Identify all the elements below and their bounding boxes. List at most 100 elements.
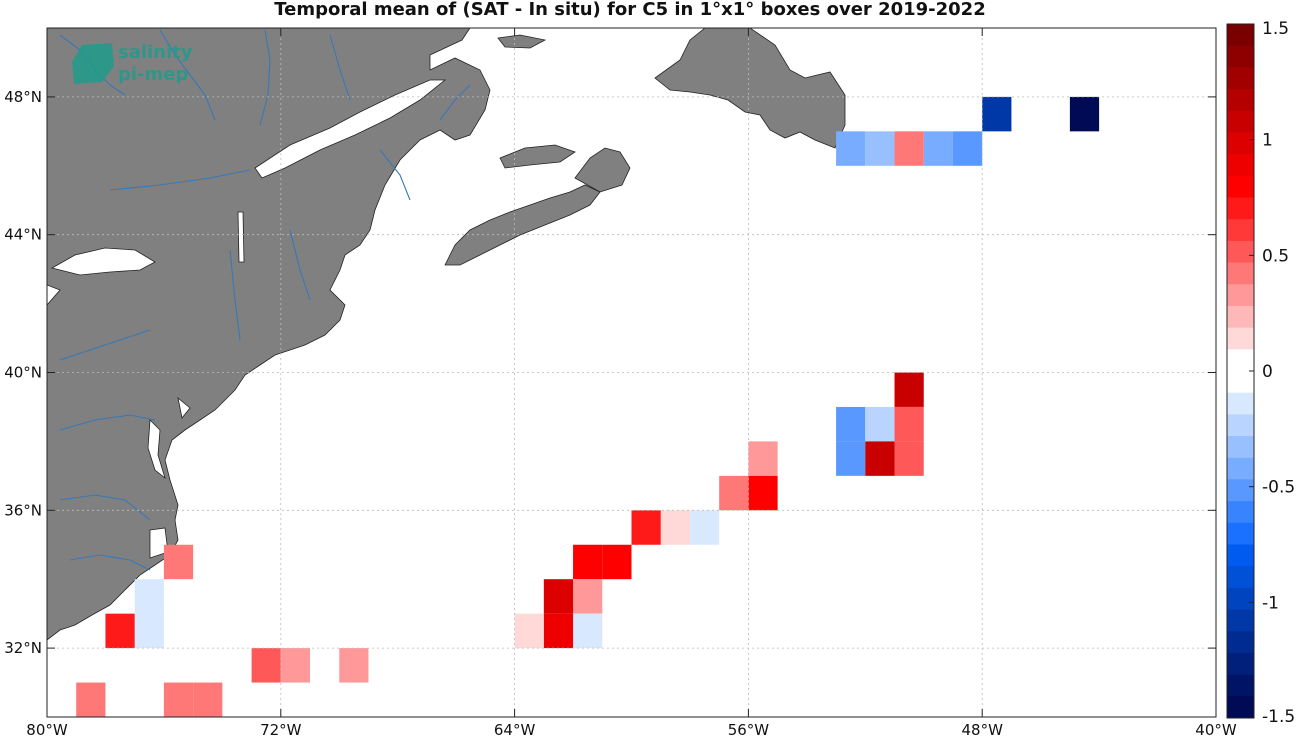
colorbar-segment [1227, 479, 1254, 502]
data-box [748, 475, 778, 511]
land-newfoundland [654, 28, 846, 149]
data-box [689, 510, 720, 545]
data-box [836, 441, 866, 476]
colorbar-tick-label: -0.5 [1262, 478, 1295, 498]
data-box [660, 510, 690, 545]
data-box [865, 406, 895, 442]
logo-shape-icon [72, 43, 114, 84]
data-box [514, 613, 544, 649]
data-box [894, 131, 924, 166]
colorbar-segment [1227, 392, 1254, 415]
data-box [543, 579, 574, 614]
colorbar-segment [1227, 197, 1254, 220]
data-box [251, 648, 281, 683]
map-panel [47, 28, 1216, 717]
x-tick-label: 72°W [260, 721, 302, 739]
data-box [280, 648, 311, 683]
colorbar-segment [1227, 305, 1254, 329]
colorbar-segment [1227, 284, 1254, 307]
colorbar [1226, 23, 1255, 719]
data-box [1069, 96, 1100, 132]
y-tick-label: 48°N [4, 88, 42, 106]
colorbar-segment [1227, 240, 1254, 264]
data-box [865, 441, 895, 476]
data-box [894, 406, 924, 442]
data-box [982, 96, 1012, 132]
colorbar-segment [1227, 110, 1254, 133]
colorbar-segment [1227, 566, 1254, 589]
data-box [602, 544, 632, 580]
colorbar-segment [1227, 371, 1254, 394]
rivers [59, 29, 471, 571]
data-box [631, 510, 661, 545]
colorbar-segment [1227, 501, 1254, 524]
colorbar-segment [1227, 132, 1254, 155]
data-box [339, 648, 369, 683]
y-tick-label: 40°N [4, 364, 42, 382]
y-axis: 32°N 36°N 40°N 44°N 48°N [4, 88, 1216, 657]
salinity-pi-mep-logo: salinity pi-mep [72, 42, 193, 85]
colorbar-tick-label: -1.5 [1262, 707, 1295, 727]
colorbar-segment [1227, 89, 1254, 112]
land-cape-breton [574, 147, 631, 193]
data-box [163, 544, 194, 580]
data-box [573, 544, 603, 580]
x-tick-label: 80°W [26, 721, 68, 739]
land-mainland [47, 28, 491, 641]
data-box [105, 613, 135, 649]
data-box [836, 406, 866, 442]
data-box [952, 131, 983, 166]
colorbar-segment [1227, 609, 1254, 632]
logo-text-line2: pi-mep [118, 64, 188, 85]
colorbar-ticks: 1.5 1 0.5 0 -0.5 -1 -1.5 [1249, 19, 1295, 727]
data-boxes [76, 96, 1100, 717]
lake-champlain [237, 211, 245, 263]
colorbar-segment [1227, 631, 1254, 654]
x-tick-label: 64°W [494, 721, 536, 739]
colorbar-segment [1227, 262, 1254, 285]
land-layer [47, 28, 846, 641]
colorbar-segment [1227, 696, 1254, 719]
data-box [923, 131, 953, 166]
chart-title: Temporal mean of (SAT - In situ) for C5 … [274, 0, 985, 20]
st-lawrence-estuary [254, 79, 447, 179]
land-nova-scotia [444, 184, 601, 266]
data-box [573, 579, 603, 614]
colorbar-segment [1227, 45, 1254, 68]
lake-erie [47, 284, 61, 306]
colorbar-segment [1227, 457, 1254, 480]
colorbar-segment [1227, 327, 1254, 350]
colorbar-tick-label: 1.5 [1262, 19, 1289, 39]
land-pei [499, 144, 576, 169]
x-tick-label: 56°W [728, 721, 770, 739]
data-box [134, 613, 164, 649]
colorbar-segment [1227, 436, 1254, 459]
y-tick-label: 44°N [4, 226, 42, 244]
colorbar-segment [1227, 414, 1254, 437]
colorbar-segment [1227, 154, 1254, 177]
colorbar-segment [1227, 67, 1254, 90]
colorbar-segment [1227, 544, 1254, 567]
colorbar-tick-label: -1 [1262, 593, 1279, 613]
data-box [134, 579, 164, 614]
data-box [836, 131, 866, 166]
lake-ontario [50, 247, 156, 276]
data-box [573, 613, 603, 649]
colorbar-segment [1227, 349, 1254, 372]
data-box [894, 441, 924, 476]
colorbar-segment [1227, 674, 1254, 697]
colorbar-segment [1227, 522, 1254, 545]
colorbar-tick-label: 0 [1262, 362, 1273, 382]
x-tick-label: 40°W [1195, 721, 1237, 739]
land-anticosti [497, 34, 547, 49]
colorbar-segment [1227, 587, 1254, 611]
logo-text-line1: salinity [118, 42, 193, 63]
x-axis: 80°W 72°W 64°W 56°W 48°W 40°W [26, 28, 1237, 739]
chesapeake-bay [147, 419, 166, 480]
data-box [865, 131, 895, 166]
colorbar-tick-label: 0.5 [1262, 246, 1289, 266]
data-box [719, 475, 749, 511]
data-box [894, 372, 924, 407]
colorbar-segment [1227, 652, 1254, 676]
